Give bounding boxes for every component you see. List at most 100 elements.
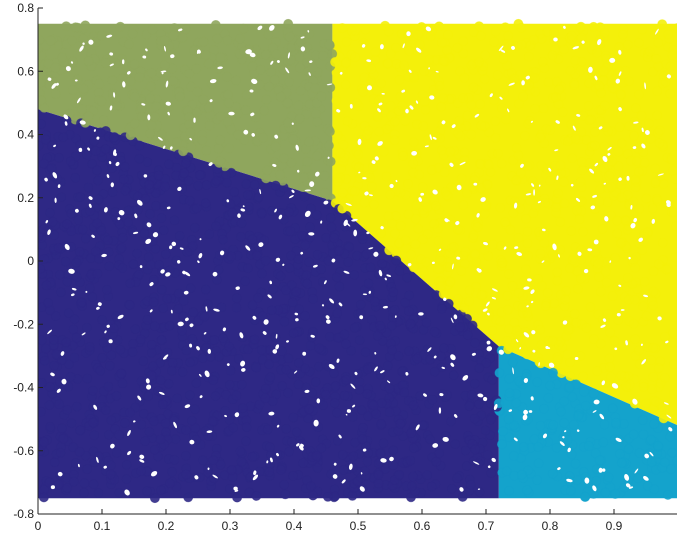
data-point: [200, 284, 211, 295]
data-point: [479, 74, 490, 85]
data-point: [660, 77, 671, 88]
point-gap: [513, 437, 518, 442]
data-point: [87, 385, 98, 396]
data-point: [382, 360, 393, 371]
point-gap: [226, 363, 230, 367]
point-gap: [205, 306, 208, 312]
data-point: [233, 129, 244, 140]
data-point: [39, 253, 50, 264]
data-point: [328, 368, 339, 379]
point-gap: [177, 186, 182, 192]
data-point: [522, 238, 533, 249]
data-point: [38, 335, 47, 346]
data-point: [614, 122, 625, 133]
data-point: [485, 414, 496, 425]
data-point: [438, 56, 449, 67]
point-gap: [576, 114, 581, 117]
data-point: [258, 132, 269, 143]
point-gap: [380, 458, 387, 463]
data-point: [208, 375, 219, 386]
data-point: [637, 415, 648, 426]
data-point: [565, 371, 576, 382]
data-point: [50, 89, 61, 100]
point-gap: [607, 146, 612, 151]
data-point: [265, 372, 276, 383]
data-point: [552, 352, 563, 363]
data-point: [573, 410, 584, 421]
point-gap: [184, 271, 191, 277]
point-gap: [530, 289, 535, 294]
data-point: [431, 456, 442, 467]
data-point: [648, 342, 659, 353]
data-point: [192, 86, 203, 97]
data-point: [45, 421, 56, 432]
data-point: [282, 387, 293, 398]
point-gap: [106, 34, 113, 38]
data-point: [659, 331, 670, 342]
point-gap: [68, 268, 75, 274]
data-point: [556, 368, 567, 379]
data-point: [468, 230, 479, 241]
data-point: [646, 355, 657, 366]
point-gap: [633, 121, 639, 124]
data-point: [260, 49, 271, 60]
point-gap: [584, 477, 590, 484]
data-point: [394, 74, 405, 85]
point-gap: [139, 459, 145, 463]
point-gap: [300, 36, 305, 39]
point-gap: [528, 410, 533, 413]
data-point: [352, 368, 363, 379]
point-gap: [52, 172, 58, 179]
point-gap: [450, 354, 456, 361]
data-point: [538, 103, 549, 114]
point-gap: [124, 489, 130, 496]
point-gap: [341, 479, 346, 484]
point-gap: [295, 318, 299, 322]
point-gap: [53, 144, 57, 148]
point-gap: [592, 410, 597, 413]
data-point: [534, 356, 545, 367]
point-gap: [614, 347, 618, 351]
data-point: [155, 375, 166, 386]
point-gap: [405, 108, 409, 114]
data-point: [472, 222, 483, 233]
point-gap: [193, 117, 196, 123]
point-gap: [338, 302, 343, 307]
point-gap: [291, 189, 295, 193]
data-point: [207, 416, 218, 427]
data-point: [47, 216, 58, 227]
data-point: [280, 489, 291, 500]
data-point: [38, 140, 44, 151]
data-point: [339, 390, 350, 401]
data-point: [223, 98, 234, 109]
point-gap: [109, 63, 114, 67]
point-gap: [395, 179, 398, 183]
point-gap: [592, 195, 597, 198]
point-gap: [576, 429, 580, 432]
point-gap: [508, 82, 515, 86]
point-gap: [101, 253, 107, 258]
data-point: [607, 83, 618, 94]
data-point: [100, 405, 111, 416]
data-point: [124, 299, 135, 310]
point-gap: [47, 329, 53, 335]
point-gap: [208, 162, 213, 167]
data-point: [240, 276, 251, 287]
data-point: [256, 268, 267, 279]
data-point: [350, 25, 361, 36]
data-point: [601, 277, 612, 288]
point-gap: [644, 453, 650, 459]
data-point: [461, 460, 472, 471]
data-point: [410, 213, 421, 224]
point-gap: [601, 380, 606, 386]
data-point: [167, 357, 178, 368]
data-point: [501, 335, 512, 346]
data-point: [63, 308, 74, 319]
data-point: [96, 96, 107, 107]
point-gap: [325, 315, 330, 320]
data-point: [612, 281, 623, 292]
data-point: [543, 77, 554, 88]
data-point: [429, 326, 440, 337]
data-point: [215, 155, 226, 166]
point-gap: [611, 383, 619, 389]
